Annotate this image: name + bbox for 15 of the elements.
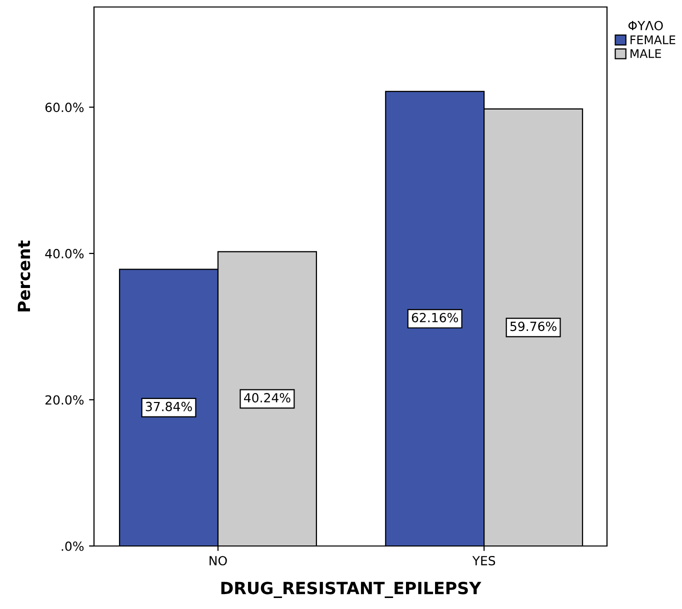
x-tick-label: NO <box>210 556 227 566</box>
y-tick-label: 20.0% <box>45 395 84 405</box>
legend-title: ΦΥΛΟ <box>628 20 663 30</box>
data-label: 37.84% <box>146 402 192 412</box>
data-label: 59.76% <box>510 322 556 332</box>
x-axis-title: DRUG_RESISTANT_EPILEPSY <box>221 582 482 598</box>
legend-label: FEMALE <box>630 35 676 44</box>
data-label: 40.24% <box>244 393 290 402</box>
y-tick-label: 40.0% <box>45 248 84 258</box>
y-tick-label: 60.0% <box>45 102 84 112</box>
x-tick-label: YES <box>472 556 496 566</box>
legend-label: MALE <box>630 49 661 58</box>
y-tick-label: .0% <box>62 541 84 551</box>
data-label: 62.16% <box>412 312 458 322</box>
y-axis-title: Percent <box>18 240 30 312</box>
